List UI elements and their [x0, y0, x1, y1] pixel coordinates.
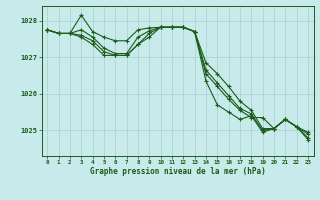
X-axis label: Graphe pression niveau de la mer (hPa): Graphe pression niveau de la mer (hPa): [90, 167, 266, 176]
